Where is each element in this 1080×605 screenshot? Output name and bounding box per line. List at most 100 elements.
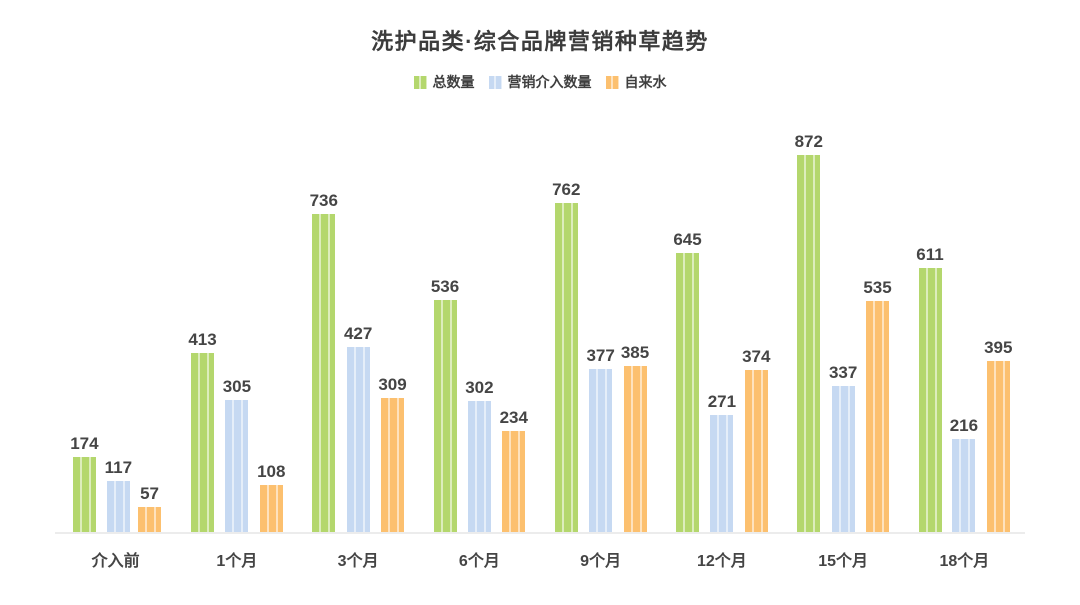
bar-s1-c6 xyxy=(831,386,855,532)
bar-s2-c1 xyxy=(259,485,283,532)
legend-swatch xyxy=(488,75,502,89)
category-label-7: 18个月 xyxy=(939,553,990,570)
bar-value-label: 736 xyxy=(309,191,338,210)
bar-group-2: 736 427 309 xyxy=(298,192,419,532)
bar-s2-c5 xyxy=(744,370,768,532)
bar-wrap: 762 xyxy=(552,181,580,532)
bar-wrap: 377 xyxy=(586,346,615,532)
bar-value-label: 305 xyxy=(222,377,252,396)
bar-s2-c7 xyxy=(986,361,1010,532)
bar-s0-c0 xyxy=(72,457,96,532)
bar-value-label: 395 xyxy=(984,338,1013,357)
bar-group-6: 872 337 535 xyxy=(783,133,904,532)
bar-s0-c5 xyxy=(676,253,699,532)
bar-s1-c3 xyxy=(467,401,491,532)
bar-value-label: 337 xyxy=(828,363,858,382)
bar-wrap: 108 xyxy=(257,463,285,532)
bar-group-1: 413 305 108 xyxy=(176,331,297,532)
legend-item-2[interactable]: 自来水 xyxy=(605,72,667,92)
bar-value-label: 117 xyxy=(104,458,133,477)
bar-group-4: 762 377 385 xyxy=(540,181,661,532)
bar-s1-c0 xyxy=(106,481,130,532)
bar-value-label: 377 xyxy=(586,346,615,365)
bar-wrap: 872 xyxy=(795,133,823,532)
bar-wrap: 174 xyxy=(70,434,99,532)
legend-swatch xyxy=(413,75,427,89)
category-label-5: 12个月 xyxy=(696,553,747,570)
bar-s0-c2 xyxy=(312,214,336,532)
bar-wrap: 57 xyxy=(138,484,162,532)
bar-value-label: 174 xyxy=(70,434,99,453)
bar-wrap: 337 xyxy=(829,364,857,532)
bar-value-label: 385 xyxy=(620,343,650,362)
bar-wrap: 736 xyxy=(310,192,338,532)
bar-wrap: 216 xyxy=(950,417,978,532)
bar-value-label: 57 xyxy=(140,484,159,503)
bar-wrap: 536 xyxy=(431,278,459,532)
bar-wrap: 117 xyxy=(105,459,132,532)
x-axis-labels: 介入前 1个月 3个月 6个月 9个月 12个月 15个月 18个月 xyxy=(55,534,1025,571)
bar-s0-c4 xyxy=(554,203,578,532)
bar-s0-c3 xyxy=(433,300,457,532)
bar-value-label: 374 xyxy=(742,347,771,366)
bar-value-label: 216 xyxy=(949,416,979,435)
bar-value-label: 413 xyxy=(188,330,217,349)
bar-s2-c3 xyxy=(502,431,526,532)
bar-value-label: 271 xyxy=(707,392,737,411)
legend-label: 总数量 xyxy=(432,74,475,90)
bar-wrap: 374 xyxy=(742,348,770,532)
bar-value-label: 611 xyxy=(916,245,944,264)
bar-wrap: 271 xyxy=(708,393,736,532)
bar-value-label: 536 xyxy=(430,277,460,296)
bar-s1-c7 xyxy=(952,439,976,532)
bar-wrap: 385 xyxy=(621,344,649,532)
bar-value-label: 872 xyxy=(794,132,823,151)
chart-title: 洗护品类·综合品牌营销种草趋势 xyxy=(371,29,709,54)
bar-s0-c7 xyxy=(918,268,942,532)
bar-wrap: 234 xyxy=(500,409,528,532)
bar-s2-c6 xyxy=(866,301,889,532)
bar-group-0: 174 117 57 xyxy=(55,435,176,532)
bar-value-label: 535 xyxy=(863,278,892,297)
bar-wrap: 413 xyxy=(188,330,217,532)
bar-s2-c2 xyxy=(381,398,404,532)
bar-wrap: 611 xyxy=(916,245,944,532)
bar-group-5: 645 271 374 xyxy=(661,231,782,532)
bar-wrap: 535 xyxy=(863,278,892,532)
bar-s2-c4 xyxy=(623,366,647,532)
category-label-2: 3个月 xyxy=(337,553,379,570)
legend-label: 营销介入数量 xyxy=(507,74,592,90)
legend-label: 自来水 xyxy=(624,74,667,90)
bar-chart-plot: 174 117 57 413 305 108 736 427 309 536 302 234 762 37… xyxy=(55,98,1025,571)
bar-value-label: 302 xyxy=(465,378,494,397)
bar-wrap: 395 xyxy=(984,339,1012,532)
legend-item-0[interactable]: 总数量 xyxy=(413,72,475,92)
category-label-4: 9个月 xyxy=(580,553,622,570)
legend-swatch xyxy=(605,75,619,89)
bar-value-label: 309 xyxy=(378,375,407,394)
bar-s1-c1 xyxy=(225,400,249,532)
bar-s2-c0 xyxy=(138,507,162,532)
bar-wrap: 427 xyxy=(344,325,372,532)
category-label-3: 6个月 xyxy=(458,553,500,570)
bar-s1-c4 xyxy=(589,369,613,532)
category-label-0: 介入前 xyxy=(91,553,140,570)
legend-item-1[interactable]: 营销介入数量 xyxy=(488,72,592,92)
bar-wrap: 309 xyxy=(378,375,407,532)
bar-value-label: 645 xyxy=(673,230,702,249)
bar-value-label: 108 xyxy=(257,462,286,481)
bar-s0-c6 xyxy=(797,155,821,532)
bar-s0-c1 xyxy=(191,353,214,532)
plot-area: 174 117 57 413 305 108 736 427 309 536 302 234 762 37… xyxy=(55,98,1025,534)
bar-value-label: 234 xyxy=(499,408,528,427)
bar-group-7: 611 216 395 xyxy=(904,246,1025,532)
category-label-6: 15个月 xyxy=(818,553,869,570)
bar-value-label: 427 xyxy=(343,324,373,343)
chart-legend: 总数量 营销介入数量 自来水 xyxy=(0,72,1080,92)
bar-wrap: 645 xyxy=(673,230,702,532)
category-label-1: 1个月 xyxy=(216,553,258,570)
bar-group-3: 536 302 234 xyxy=(419,278,540,532)
bar-wrap: 302 xyxy=(465,378,494,532)
bar-s1-c5 xyxy=(710,415,734,532)
